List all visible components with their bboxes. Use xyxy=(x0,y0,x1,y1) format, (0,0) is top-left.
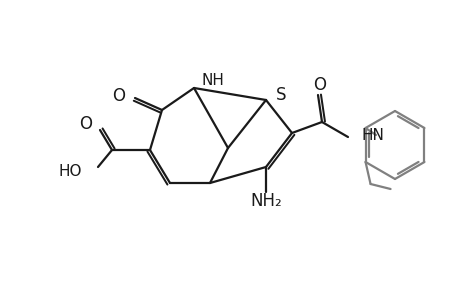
Text: O: O xyxy=(313,76,326,94)
Text: HN: HN xyxy=(361,128,384,142)
Text: NH₂: NH₂ xyxy=(250,192,281,210)
Text: O: O xyxy=(112,87,125,105)
Text: NH: NH xyxy=(202,73,224,88)
Text: S: S xyxy=(275,86,286,104)
Text: O: O xyxy=(79,115,92,133)
Text: HO: HO xyxy=(58,164,82,178)
